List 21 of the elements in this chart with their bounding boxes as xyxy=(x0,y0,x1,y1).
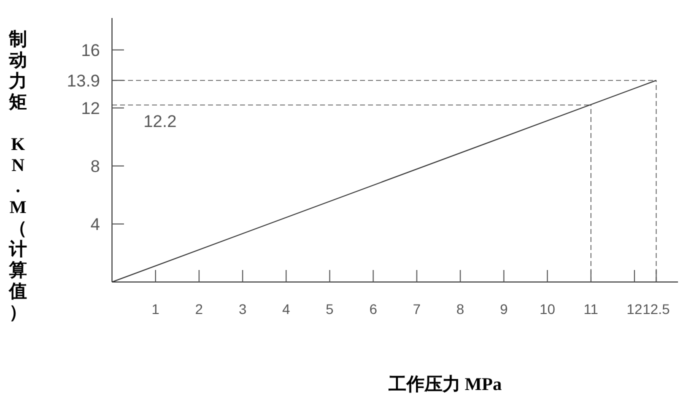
x-tick-label: 3 xyxy=(238,301,247,317)
y-tick-label: 8 xyxy=(90,156,100,176)
x-tick-label: 7 xyxy=(412,301,421,317)
x-tick-label: 12 xyxy=(626,301,642,317)
text: 制动力矩 KN.M（计算值） xyxy=(9,29,27,322)
y-tick-label: 4 xyxy=(90,214,100,234)
y-tick-label: 16 xyxy=(81,40,100,60)
x-axis-title: 工作压力 MPa xyxy=(387,374,502,394)
y-tick-label: 12 xyxy=(81,98,100,118)
x-tick-label: 9 xyxy=(500,301,508,317)
ref-line-label: 12.2 xyxy=(143,112,177,132)
x-tick-label: 5 xyxy=(326,301,334,317)
x-tick-label: 1 xyxy=(152,301,160,317)
x-tick-label: 8 xyxy=(456,301,464,317)
x-tick-label: 12.5 xyxy=(642,301,670,317)
x-tick-label: 6 xyxy=(369,301,378,317)
y-tick-label: 13.9 xyxy=(66,71,100,90)
x-tick-label: 4 xyxy=(282,301,290,317)
x-tick-label: 11 xyxy=(584,301,598,317)
x-tick-label: 10 xyxy=(540,301,556,317)
x-tick-label: 2 xyxy=(195,301,204,317)
